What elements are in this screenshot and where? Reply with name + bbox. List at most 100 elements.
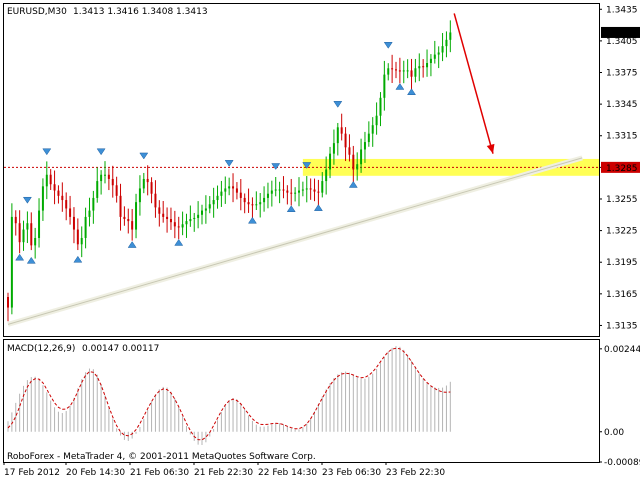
candle-body — [212, 200, 215, 205]
support-trendline — [7, 157, 583, 325]
candle-body — [247, 202, 250, 205]
macd-y-axis-label: 0.00244 — [604, 345, 640, 355]
candle-body — [332, 143, 335, 154]
candle-body — [138, 188, 141, 203]
candle-body — [104, 174, 106, 176]
y-axis-label: 1.3135 — [606, 321, 638, 331]
candle-body — [433, 54, 436, 59]
candle-body — [216, 195, 219, 201]
candle-body — [305, 188, 308, 190]
symbol-title: EURUSD,M30 — [7, 7, 67, 17]
candle-body — [309, 188, 312, 190]
y-axis-label: 1.3345 — [606, 100, 638, 110]
candle-body — [177, 226, 180, 228]
x-axis-label: 22 Feb 14:30 — [258, 468, 317, 478]
candle-body — [146, 178, 149, 183]
candle-body — [398, 70, 401, 72]
y-axis-label: 1.3165 — [606, 290, 638, 300]
candle-body — [363, 142, 366, 150]
candle-body — [88, 210, 91, 217]
fractal-down-marker — [22, 196, 32, 204]
candle-body — [356, 164, 359, 170]
candle-body — [119, 195, 122, 217]
candle-body — [266, 193, 269, 198]
candle-body — [278, 189, 281, 191]
candle-body — [142, 178, 145, 189]
ohlc-readout: 1.3413 1.3416 1.3408 1.3413 — [73, 7, 208, 17]
candle-body — [235, 188, 238, 193]
macd-y-axis-label: 0.00 — [604, 428, 624, 438]
price-panel-frame — [3, 3, 600, 337]
candle-body — [274, 189, 277, 191]
candle-body — [38, 210, 41, 238]
candle-body — [414, 68, 417, 77]
fractal-down-marker — [383, 42, 393, 49]
candle-body — [340, 127, 343, 134]
candle-body — [22, 229, 25, 243]
candle-body — [173, 222, 176, 227]
candle-body — [348, 147, 351, 155]
fractal-up-marker — [407, 88, 416, 95]
candle-body — [34, 237, 37, 246]
candle-body — [367, 133, 370, 143]
fractal-down-marker — [42, 148, 52, 156]
forecast-arrow-head — [486, 143, 495, 154]
fractal-down-marker — [333, 101, 343, 108]
candle-body — [383, 74, 386, 98]
candle-body — [57, 190, 60, 196]
candle-body — [437, 52, 440, 55]
candle-body — [298, 190, 300, 193]
candle-body — [429, 58, 432, 64]
fractal-up-marker — [313, 204, 323, 211]
x-axis-label: 20 Feb 14:30 — [66, 468, 125, 478]
x-axis-label: 21 Feb 06:30 — [130, 468, 189, 478]
macd-y-axis-label: -0.00089 — [604, 458, 640, 468]
candle-body — [301, 189, 304, 191]
fractal-up-marker — [348, 181, 358, 188]
watermark-text: RoboForex - MetaTrader 4, © 2001-2011 Me… — [7, 452, 316, 462]
candle-body — [290, 192, 293, 194]
candle-body — [286, 190, 289, 193]
candle-body — [65, 200, 68, 209]
candle-body — [336, 127, 339, 144]
candle-body — [193, 217, 196, 220]
candle-body — [154, 193, 157, 208]
candle-body — [189, 219, 192, 222]
candle-body — [232, 186, 235, 189]
candle-body — [53, 184, 56, 191]
candle-body — [321, 181, 324, 193]
candle-body — [228, 186, 231, 189]
candle-body — [18, 223, 21, 243]
candle-body — [422, 66, 425, 68]
candle-body — [84, 216, 87, 238]
candle-body — [224, 188, 227, 192]
x-axis-label: 17 Feb 2012 — [4, 468, 60, 478]
candle-body — [449, 32, 452, 40]
candle-body — [441, 46, 444, 53]
candle-body — [395, 69, 397, 71]
candle-body — [150, 182, 153, 194]
fractal-down-marker — [224, 160, 234, 167]
candle-body — [410, 70, 413, 77]
candle-body — [251, 204, 254, 206]
y-axis-label: 1.3225 — [606, 227, 638, 237]
fractal-up-marker — [15, 253, 25, 261]
candle-body — [26, 223, 29, 230]
support-zone — [302, 158, 599, 176]
candle-body — [185, 221, 188, 225]
fractal-up-marker — [247, 216, 257, 224]
candle-body — [72, 216, 75, 230]
candle-body — [204, 208, 207, 211]
candle-body — [201, 210, 203, 215]
candle-body — [255, 204, 258, 206]
fractal-down-marker — [96, 148, 106, 156]
last-price-badge: 1.3413 — [601, 26, 640, 39]
x-axis-label: 23 Feb 22:30 — [386, 468, 445, 478]
candle-body — [197, 214, 200, 218]
candle-body — [402, 70, 405, 72]
candle-body — [7, 297, 9, 308]
candle-body — [360, 149, 363, 165]
candle-body — [69, 208, 72, 217]
candle-body — [426, 63, 429, 68]
